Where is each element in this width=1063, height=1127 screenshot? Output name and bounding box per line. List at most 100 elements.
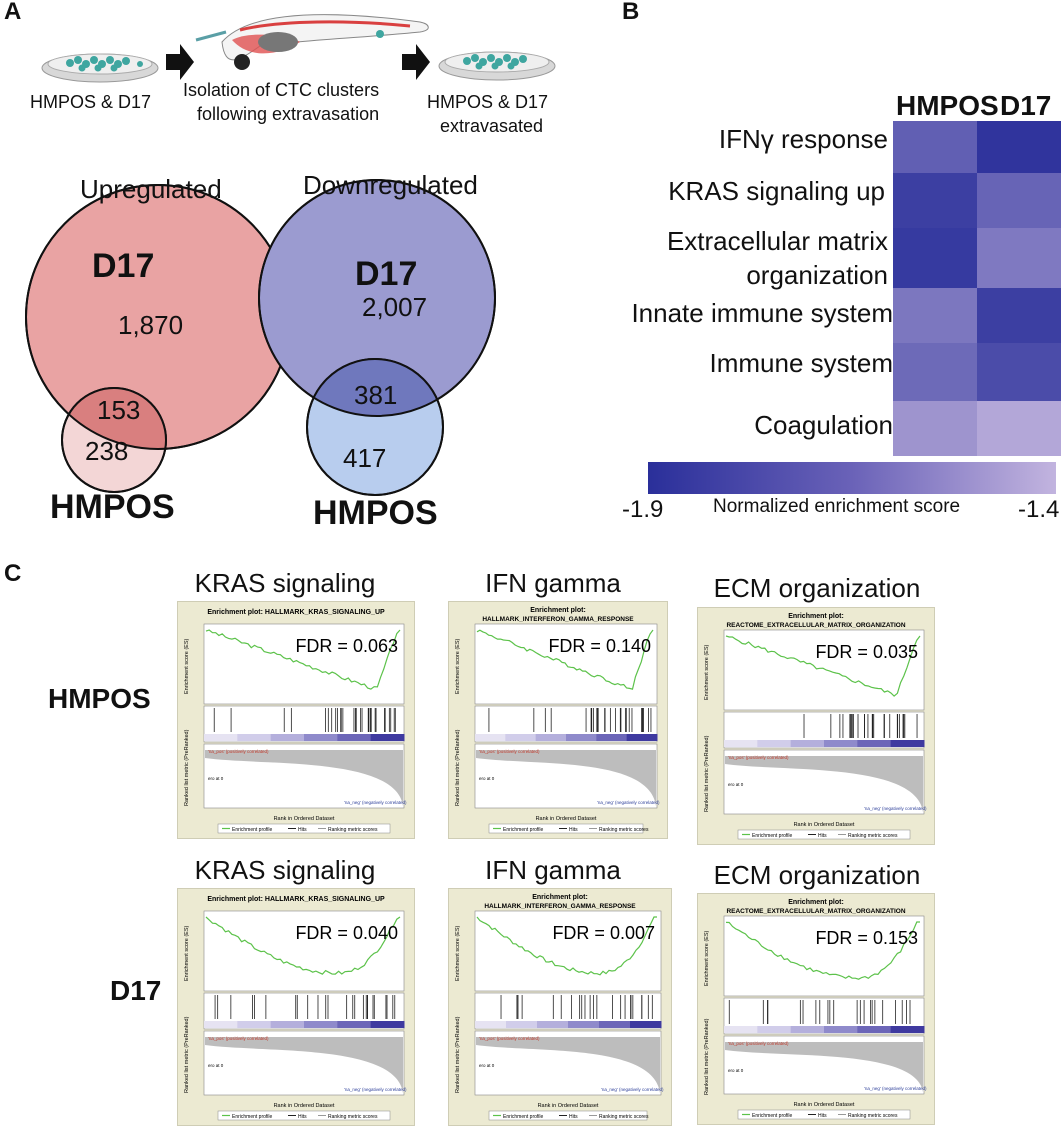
svg-text:'na_pos' (positively correlate: 'na_pos' (positively correlated) <box>208 749 269 754</box>
label-isolation-1: Isolation of CTC clusters <box>183 80 380 100</box>
svg-text:Ranked list metric (PreRanked): Ranked list metric (PreRanked) <box>455 729 461 806</box>
svg-text:'na_pos' (positively correlate: 'na_pos' (positively correlated) <box>479 749 540 754</box>
zebrafish-larva-icon <box>195 14 429 70</box>
ranked-metric-area <box>205 1037 403 1093</box>
venn-down-title: Downregulated <box>303 170 478 200</box>
svg-text:Ranked list metric (PreRanked): Ranked list metric (PreRanked) <box>704 1018 710 1095</box>
fdr-label: FDR = 0.140 <box>548 636 651 656</box>
svg-text:'na_neg' (negatively correlate: 'na_neg' (negatively correlated) <box>597 800 660 805</box>
fdr-label: FDR = 0.007 <box>552 923 655 943</box>
svg-text:ero at 0: ero at 0 <box>479 1063 495 1068</box>
svg-text:Enrichment profile: Enrichment profile <box>232 1114 273 1120</box>
heatmap-col-hmpos: HMPOS <box>896 90 999 121</box>
fdr-label: FDR = 0.035 <box>815 642 918 662</box>
heatmap-row-label: Extracellular matrix <box>666 226 888 256</box>
svg-text:Ranking metric scores: Ranking metric scores <box>599 827 649 833</box>
svg-text:Hits: Hits <box>818 833 827 839</box>
svg-text:Ranking metric scores: Ranking metric scores <box>328 1114 378 1120</box>
venn-down-d17-label: D17 <box>355 255 418 293</box>
svg-text:Hits: Hits <box>298 827 307 833</box>
svg-text:Hits: Hits <box>818 1113 827 1119</box>
svg-text:Enrichment profile: Enrichment profile <box>503 827 544 833</box>
svg-text:Ranked list metric (PreRanked): Ranked list metric (PreRanked) <box>455 1016 461 1093</box>
enrichment-curve <box>476 629 654 690</box>
gsea-plot: Enrichment plot: HALLMARK_KRAS_SIGNALING… <box>177 888 415 1126</box>
gsea-title: ECM organization <box>713 860 921 890</box>
gsea-plot-title: Enrichment plot: <box>532 894 588 901</box>
gsea-plot-title: Enrichment plot: <box>788 899 844 906</box>
svg-text:ero at 0: ero at 0 <box>479 776 495 781</box>
petri-dish-right-icon <box>438 51 556 81</box>
svg-text:Enrichment profile: Enrichment profile <box>752 1113 793 1119</box>
svg-text:'na_pos' (positively correlate: 'na_pos' (positively correlated) <box>479 1036 540 1041</box>
svg-text:ero at 0: ero at 0 <box>728 782 744 787</box>
svg-text:Ranking metric scores: Ranking metric scores <box>848 833 898 839</box>
heatmap-cell <box>977 173 1061 228</box>
venn-up-hmpos-label: HMPOS <box>50 488 175 526</box>
heatmap-cell <box>893 121 977 173</box>
venn-down-overlap-count: 381 <box>354 380 398 410</box>
svg-text:Rank in Ordered Dataset: Rank in Ordered Dataset <box>538 1103 599 1109</box>
svg-text:Enrichment score (ES): Enrichment score (ES) <box>184 639 190 694</box>
svg-text:Ranked list metric (PreRanked): Ranked list metric (PreRanked) <box>184 1016 190 1093</box>
petri-dish-left-icon <box>41 53 159 83</box>
gsea-plot-title: Enrichment plot: <box>788 613 844 620</box>
enrichment-curve <box>205 916 401 975</box>
gsea-plot: Enrichment plot: HALLMARK_KRAS_SIGNALING… <box>177 601 415 839</box>
svg-text:Ranking metric scores: Ranking metric scores <box>599 1114 649 1120</box>
panel-a-letter: A <box>4 0 22 25</box>
svg-text:Enrichment score (ES): Enrichment score (ES) <box>184 926 190 981</box>
heatmap-row-label: Coagulation <box>754 410 893 440</box>
heatmap <box>893 121 1061 456</box>
panel-b-letter: B <box>622 0 640 25</box>
ranked-metric-area <box>725 1042 923 1092</box>
gsea-plot-title: Enrichment plot: <box>530 607 586 614</box>
gsea-plot-title: REACTOME_EXTRACELLULAR_MATRIX_ORGANIZATI… <box>726 908 905 915</box>
heatmap-col-d17: D17 <box>1000 90 1052 121</box>
ranked-metric-area <box>476 750 656 806</box>
svg-text:'na_pos' (positively correlate: 'na_pos' (positively correlated) <box>208 1036 269 1041</box>
svg-text:Enrichment profile: Enrichment profile <box>232 827 273 833</box>
arrow-right-icon <box>166 44 194 80</box>
venn-diagrams <box>25 179 496 496</box>
heatmap-colorbar <box>648 462 1056 494</box>
row-label-d17: D17 <box>110 975 162 1006</box>
svg-text:ero at 0: ero at 0 <box>208 776 224 781</box>
enrichment-curve <box>725 921 920 980</box>
svg-text:Rank in Ordered Dataset: Rank in Ordered Dataset <box>794 822 855 828</box>
heatmap-row-label: organization <box>746 260 888 290</box>
colorbar-title: Normalized enrichment score <box>713 496 961 517</box>
gsea-plot-title: HALLMARK_INTERFERON_GAMMA_RESPONSE <box>482 616 634 623</box>
venn-up-overlap-count: 153 <box>97 395 141 425</box>
row-label-hmpos: HMPOS <box>48 683 151 714</box>
svg-text:Ranking metric scores: Ranking metric scores <box>848 1113 898 1119</box>
gsea-title: KRAS signaling <box>194 855 376 885</box>
gsea-title: ECM organization <box>713 573 921 603</box>
heatmap-cell <box>977 343 1061 401</box>
svg-text:'na_neg' (negatively correlate: 'na_neg' (negatively correlated) <box>344 800 407 805</box>
heatmap-row-label: IFNγ response <box>718 124 888 154</box>
heatmap-cell <box>893 401 977 456</box>
gsea-title: KRAS signaling <box>194 568 376 598</box>
heatmap-row-label: Innate immune system <box>631 298 893 328</box>
heatmap-cell <box>977 228 1061 288</box>
heatmap-cell <box>977 288 1061 343</box>
svg-text:'na_neg' (negatively correlate: 'na_neg' (negatively correlated) <box>864 1086 927 1091</box>
enrichment-curve <box>205 629 401 690</box>
svg-text:Rank in Ordered Dataset: Rank in Ordered Dataset <box>794 1102 855 1108</box>
gsea-title: IFN gamma <box>485 568 621 598</box>
svg-text:Hits: Hits <box>569 827 578 833</box>
venn-down-hmpos-label: HMPOS <box>313 494 438 532</box>
svg-text:Hits: Hits <box>569 1114 578 1120</box>
svg-text:'na_pos' (positively correlate: 'na_pos' (positively correlated) <box>728 1041 789 1046</box>
venn-up-hmpos-count: 238 <box>85 436 129 466</box>
svg-text:Enrichment profile: Enrichment profile <box>503 1114 544 1120</box>
svg-text:Ranked list metric (PreRanked): Ranked list metric (PreRanked) <box>184 729 190 806</box>
venn-up-overlap <box>62 388 166 449</box>
venn-up-d17-label: D17 <box>92 247 155 285</box>
heatmap-cell <box>893 173 977 228</box>
venn-down-hmpos-count: 417 <box>343 443 387 473</box>
venn-up-d17-count: 1,870 <box>118 310 184 340</box>
svg-text:'na_neg' (negatively correlate: 'na_neg' (negatively correlated) <box>344 1087 407 1092</box>
heatmap-cell <box>977 401 1061 456</box>
